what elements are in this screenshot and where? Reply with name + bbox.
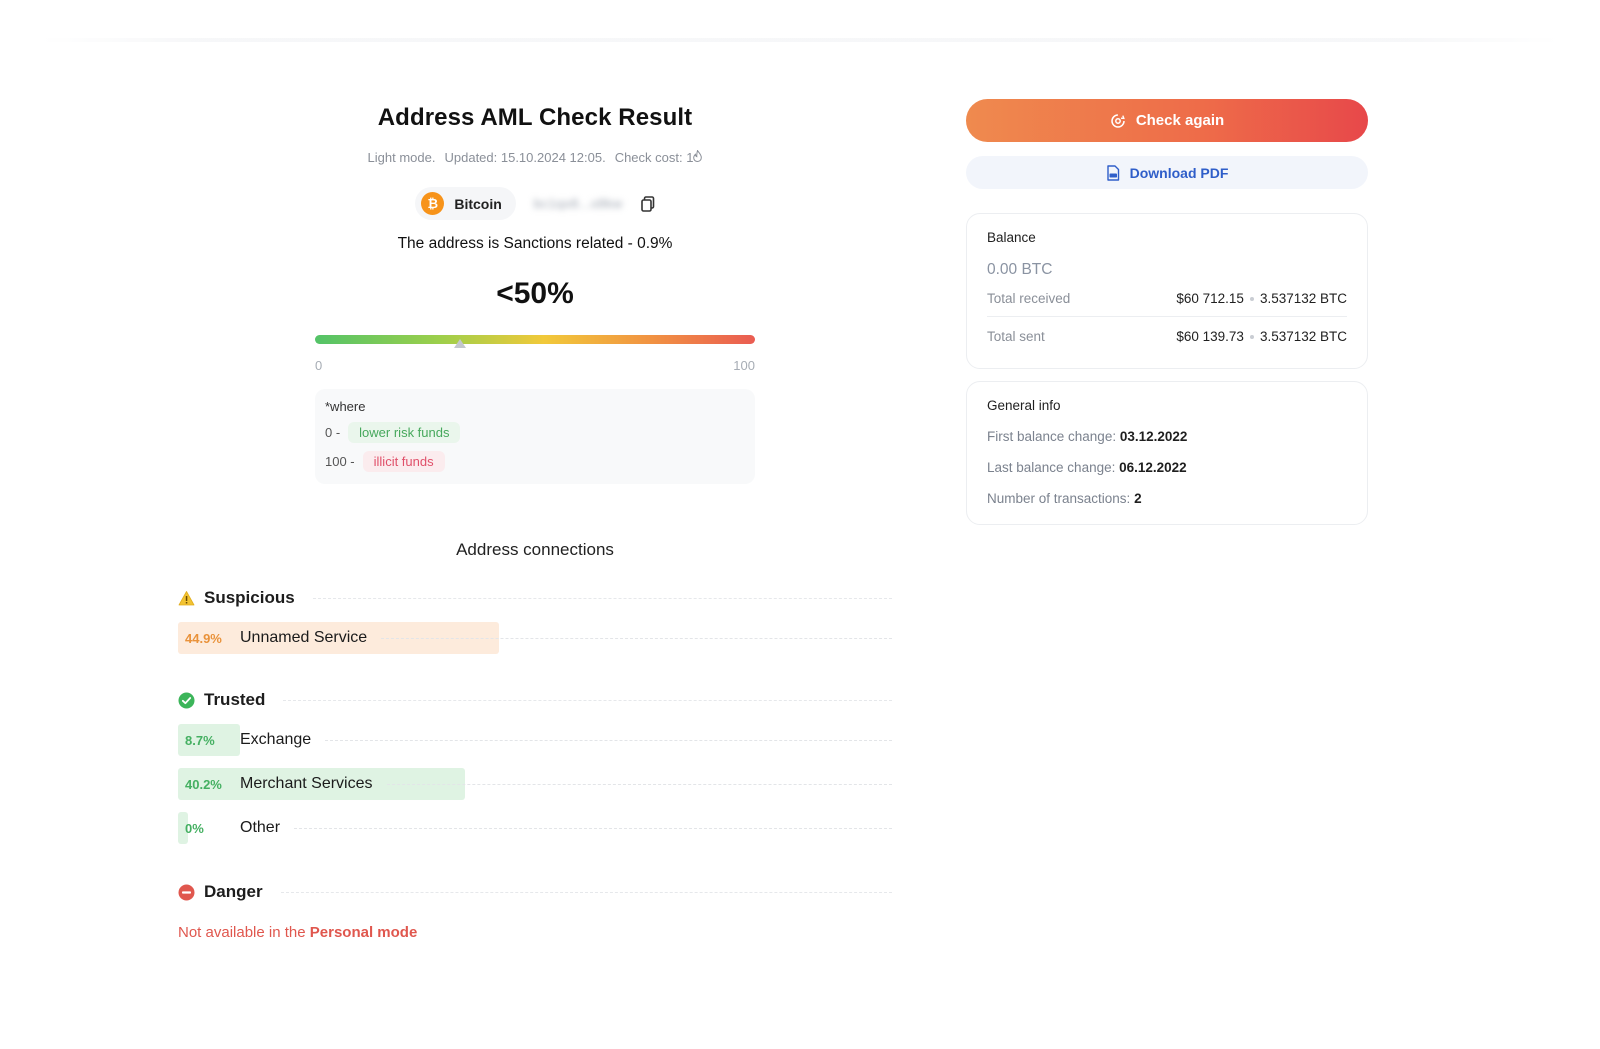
section-label: Danger [204, 882, 263, 901]
balance-card: Balance 0.00 BTC Total received $60 712.… [966, 213, 1368, 369]
risk-gauge: 0 100 [315, 335, 755, 373]
top-divider [40, 38, 1560, 42]
check-circle-icon [178, 692, 195, 708]
result-header: Address AML Check Result Light mode. Upd… [178, 104, 892, 311]
row-divider [325, 739, 892, 741]
page-title: Address AML Check Result [377, 104, 693, 131]
legend-title: *where [325, 399, 366, 414]
section-label: Suspicious [204, 588, 295, 607]
total-received-label: Total received [987, 291, 1071, 306]
connection-bar [178, 724, 241, 756]
connection-name: Merchant Services [240, 775, 373, 792]
download-pdf-label: Download PDF [1129, 164, 1229, 181]
pdf-file-icon [1106, 164, 1119, 181]
section-divider [280, 891, 892, 893]
total-sent-row: Total sent $60 139.73 3.537132 BTC [987, 316, 1347, 354]
stop-icon [178, 884, 195, 900]
risk-statement: The address is Sanctions related - 0.9% [397, 235, 673, 252]
legend-low-label: lower risk funds [348, 422, 461, 443]
score-legend: *where 0 - lower risk funds 100 - illici… [315, 389, 755, 484]
check-again-label: Check again [1135, 112, 1225, 129]
separator-dot [1249, 334, 1254, 339]
connection-row: 0% Other [178, 812, 892, 844]
scale-max: 100 [733, 358, 755, 373]
connection-pct: 0% [185, 820, 204, 836]
section-danger: Danger [178, 882, 892, 902]
legend-low-value: 0 - [325, 425, 341, 440]
legend-row-low: 0 - lower risk funds [325, 422, 745, 443]
updated-label: Updated: 15.10.2024 12:05. [444, 150, 606, 165]
bitcoin-icon: ₿ [421, 192, 445, 215]
row-divider [381, 637, 892, 639]
legend-high-label: illicit funds [362, 451, 445, 472]
wallet-address: bc1qx8...x8kw [533, 196, 623, 211]
row-divider [386, 783, 892, 785]
row-divider [294, 827, 892, 829]
risk-score: <50% [496, 277, 574, 310]
general-info-card: General info First balance change: 03.12… [966, 381, 1368, 525]
balance-title: Balance [987, 230, 1036, 245]
personal-mode-link[interactable]: Personal mode [309, 924, 418, 941]
total-received-value: $60 712.15 3.537132 BTC [1176, 291, 1347, 306]
connection-row: 8.7% Exchange [178, 724, 892, 756]
result-meta: Light mode. Updated: 15.10.2024 12:05. C… [368, 150, 703, 165]
connection-name: Exchange [240, 731, 312, 748]
coin-chip: ₿ Bitcoin [415, 187, 516, 220]
gauge-bar [315, 335, 755, 344]
connection-row: 40.2% Merchant Services [178, 768, 892, 800]
connection-pct: 8.7% [185, 732, 215, 748]
section-divider [312, 597, 892, 599]
last-balance-change: Last balance change: 06.12.2022 [987, 460, 1187, 475]
total-received-row: Total received $60 712.15 3.537132 BTC [987, 279, 1347, 316]
mode-label: Light mode. [367, 150, 436, 165]
transaction-count: Number of transactions: 2 [987, 491, 1142, 506]
connection-name: Unnamed Service [240, 629, 368, 646]
check-again-button[interactable]: Check again [966, 99, 1368, 142]
section-divider [283, 699, 892, 701]
separator-dot [1249, 296, 1254, 301]
connection-row: 44.9% Unnamed Service [178, 622, 892, 654]
connections-title: Address connections [456, 540, 614, 559]
refresh-icon [1111, 113, 1125, 128]
gauge-scale: 0 100 [315, 358, 755, 373]
copy-icon[interactable] [640, 195, 655, 212]
asset-row: ₿ Bitcoin bc1qx8...x8kw [415, 187, 654, 220]
coin-name: Bitcoin [454, 195, 502, 212]
general-info-title: General info [987, 398, 1061, 413]
total-sent-value: $60 139.73 3.537132 BTC [1176, 329, 1347, 344]
connection-bar [178, 812, 188, 844]
danger-note: Not available in the Personal mode [178, 924, 418, 941]
download-pdf-button[interactable]: Download PDF [966, 156, 1368, 189]
section-trusted: Trusted [178, 690, 892, 710]
flame-icon [693, 150, 703, 162]
gauge-marker [454, 339, 467, 348]
legend-row-high: 100 - illicit funds [325, 451, 745, 472]
warning-icon [178, 590, 195, 605]
connection-pct: 44.9% [185, 630, 222, 646]
balance-value: 0.00 BTC [987, 261, 1053, 278]
first-balance-change: First balance change: 03.12.2022 [987, 429, 1188, 444]
check-cost-label: Check cost: 1 [615, 150, 703, 165]
connection-pct: 40.2% [185, 776, 222, 792]
result-panel: Address AML Check Result Light mode. Upd… [178, 104, 892, 941]
section-suspicious: Suspicious [178, 588, 892, 608]
section-label: Trusted [204, 690, 266, 709]
legend-high-value: 100 - [325, 454, 355, 469]
scale-min: 0 [315, 358, 323, 373]
connection-name: Other [240, 819, 281, 836]
total-sent-label: Total sent [987, 329, 1045, 344]
side-panel: Check again Download PDF Balance 0.00 BT… [966, 99, 1368, 525]
